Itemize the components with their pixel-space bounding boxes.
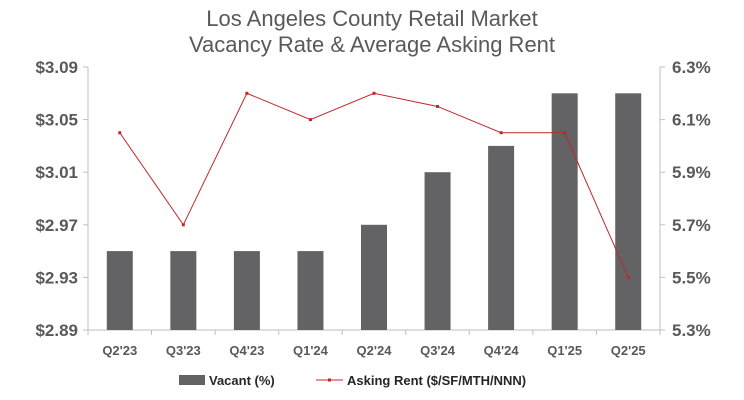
right-tick-label: 5.3% [672,321,711,340]
left-tick-label: $3.01 [35,163,78,182]
left-tick-label: $2.97 [35,216,78,235]
legend-marker-asking-rent [328,378,331,382]
left-tick-label: $3.05 [35,111,78,130]
bar [170,251,197,330]
bar [106,251,133,330]
x-tick-label: Q2'24 [357,343,393,358]
left-tick-label: $2.93 [35,268,78,287]
x-tick-label: Q1'25 [547,343,582,358]
right-tick-label: 6.1% [672,111,711,130]
bar [297,251,324,330]
x-tick-label: Q4'23 [229,343,264,358]
x-tick-label: Q2'25 [611,343,646,358]
left-tick-label: $2.89 [35,321,78,340]
bar [551,93,578,330]
x-tick-label: Q3'24 [420,343,456,358]
bar [233,251,260,330]
legend-label-vacant: Vacant (%) [209,373,275,388]
line-point [308,118,312,122]
left-tick-label: $3.09 [35,58,78,77]
legend-label-asking-rent: Asking Rent ($/SF/MTH/NNN) [347,373,526,388]
line-point [245,91,249,95]
x-tick-label: Q1'24 [293,343,329,358]
bar [424,172,451,330]
x-tick-label: Q3'23 [166,343,201,358]
chart-title-line-1: Los Angeles County Retail Market [206,6,538,31]
line-point [436,104,440,108]
bar [361,224,387,330]
right-tick-label: 5.5% [672,268,711,287]
x-tick-label: Q2'23 [102,343,137,358]
line-point [372,91,376,95]
line-point [626,275,630,279]
right-tick-label: 5.7% [672,216,711,235]
line-point [499,131,503,135]
bar [615,93,642,330]
legend-swatch-vacant [179,375,205,385]
bar [488,145,515,330]
right-tick-label: 6.3% [672,58,711,77]
x-tick-label: Q4'24 [484,343,520,358]
right-tick-label: 5.9% [672,163,711,182]
line-point [181,223,185,227]
chart-title-line-2: Vacancy Rate & Average Asking Rent [188,32,556,57]
line-point [563,131,567,135]
line-point [118,131,122,135]
